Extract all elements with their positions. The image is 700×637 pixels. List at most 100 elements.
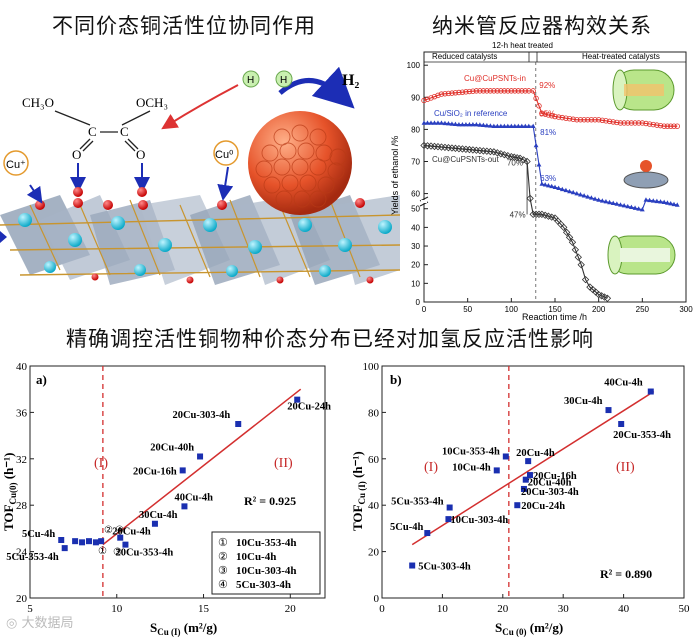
series-0-point-1 xyxy=(424,96,431,102)
series-0-point-35 xyxy=(542,111,548,117)
series-0-point-71 xyxy=(671,123,677,129)
yield-ytick-label-3: 90 xyxy=(411,93,420,102)
series-0-point-26 xyxy=(512,88,518,94)
series-0-point-8 xyxy=(449,90,455,96)
series-2-point-37 xyxy=(544,212,553,220)
legend-cu-cupsnts-in: Cu@CuPSNTs-in xyxy=(464,74,526,83)
b-point-label-7: 20Cu-16h xyxy=(533,471,577,482)
b-point-7 xyxy=(526,472,533,479)
series-2-point-28 xyxy=(516,154,524,162)
series-0-point-46 xyxy=(581,117,587,123)
b-point-10 xyxy=(514,502,521,509)
series-1-point-13 xyxy=(467,121,472,127)
carbon-left: C xyxy=(88,124,97,139)
series-1-point-72 xyxy=(674,202,680,207)
series-0-point-5 xyxy=(438,91,445,97)
a-point-5 xyxy=(92,539,99,546)
b-point-4 xyxy=(493,467,500,474)
legend-mark-3: ③ xyxy=(218,565,228,577)
a-point-label-0: 5Cu-4h xyxy=(22,529,55,540)
series-0-point-60 xyxy=(632,120,638,126)
a-ytick-label-3: 32 xyxy=(16,454,27,466)
series-2-point-48 xyxy=(577,261,585,269)
yield-xtick-label-6: 300 xyxy=(679,305,693,314)
a-point-3 xyxy=(79,539,86,546)
series-0-point-59 xyxy=(628,120,635,126)
series-1-point-48 xyxy=(588,195,594,200)
series-0-point-70 xyxy=(668,123,674,129)
series-0-point-12 xyxy=(463,89,469,95)
series-1-point-0 xyxy=(421,120,427,125)
series-2-point-20 xyxy=(490,148,498,156)
series-1-point-3 xyxy=(432,120,437,125)
b-point-2 xyxy=(445,516,452,523)
nanotube-inset-out xyxy=(607,235,676,275)
yield-ytick-label-6: 10 xyxy=(411,279,420,288)
series-2-point-21 xyxy=(493,149,502,157)
series-1-point-63 xyxy=(643,197,649,202)
series-1-point-30 xyxy=(526,123,532,128)
series-1-point-65 xyxy=(650,198,656,203)
series-0-point-7 xyxy=(445,90,452,97)
series-0-point-33 xyxy=(536,103,542,109)
a-ytick-label-2: 28 xyxy=(16,500,28,512)
series-1-point-27 xyxy=(515,123,521,128)
formula-left: CH₃O xyxy=(22,95,54,110)
series-0-point-18 xyxy=(484,88,490,94)
series-1-point-68 xyxy=(661,199,667,205)
a-point-label-9: 30Cu-4h xyxy=(139,510,178,521)
series-1-point-58 xyxy=(625,203,631,209)
svg-text:H: H xyxy=(280,75,287,86)
series-2-point-22 xyxy=(497,150,505,158)
a-point-11 xyxy=(179,467,186,474)
series-1-point-23 xyxy=(501,123,507,128)
series-1-point-40 xyxy=(559,186,565,192)
ylabel-a: TOFCu(0) (h⁻¹) xyxy=(1,453,18,531)
a-ytick-label-0: 20 xyxy=(16,593,28,605)
yield-ytick-label-1: 70 xyxy=(411,157,420,166)
series-1-point-44 xyxy=(574,190,580,196)
series-0-point-37 xyxy=(549,113,555,119)
series-0-point-3 xyxy=(431,93,438,100)
ylabel-b: TOFCu (I) (h⁻¹) xyxy=(350,451,367,531)
region-label-i-b: (I) xyxy=(424,460,438,475)
r2-label-b: R² = 0.890 xyxy=(600,567,652,581)
b-ytick-label-4: 80 xyxy=(368,407,380,419)
series-0-point-19 xyxy=(487,88,494,94)
a-point-6 xyxy=(98,538,105,545)
oxygen-right: O xyxy=(136,147,145,162)
series-1-point-12 xyxy=(463,121,469,127)
series-1-point-42 xyxy=(567,188,572,194)
point-mark-3: ③ xyxy=(113,547,122,558)
series-1-point-37 xyxy=(549,183,555,189)
series-0-point-0 xyxy=(421,97,427,104)
h-atom-1: H xyxy=(242,70,260,88)
b-point-9 xyxy=(520,485,527,492)
legend-cu-cupsnts-out: Cu@CuPSNTs-out xyxy=(432,155,500,164)
a-point-label-10: 40Cu-4h xyxy=(174,492,213,503)
series-line-0 xyxy=(423,90,678,127)
b-point-label-8: 20Cu-40h xyxy=(528,478,572,489)
series-0-point-56 xyxy=(617,120,624,126)
series-2-point-44 xyxy=(565,233,574,242)
series-0-point-16 xyxy=(477,88,483,94)
yield-ytick-label-4: 100 xyxy=(407,61,421,70)
carbon-right: C xyxy=(120,124,129,139)
yield-annotation-0: 92% xyxy=(539,81,555,90)
yield-annotation-2: 81% xyxy=(540,128,556,137)
region-label-i-a: (I) xyxy=(94,456,108,471)
sio2-inset xyxy=(623,160,669,189)
series-0-point-25 xyxy=(508,88,515,94)
series-0-point-69 xyxy=(664,123,671,129)
series-2-point-24 xyxy=(504,152,512,160)
series-0-point-28 xyxy=(519,88,525,94)
a-point-0 xyxy=(58,537,65,543)
series-0-point-45 xyxy=(577,117,584,123)
yield-annotation-4: 63% xyxy=(540,174,556,183)
series-1-point-70 xyxy=(668,201,674,206)
b-point-label-0: 5Cu-303-4h xyxy=(418,562,471,573)
oxygen-left: O xyxy=(72,147,81,162)
series-1-point-43 xyxy=(570,189,576,195)
series-1-point-69 xyxy=(665,200,670,205)
series-0-point-31 xyxy=(530,88,536,94)
